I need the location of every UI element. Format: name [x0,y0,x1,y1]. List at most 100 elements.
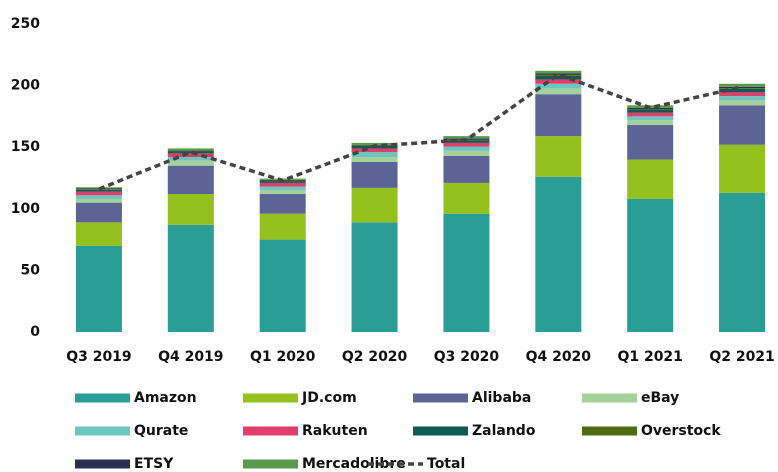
bar-segment [167,194,214,225]
bar-segment [443,182,490,214]
bar-segment [627,159,674,199]
bar-segment [167,150,214,151]
legend-swatch [75,459,130,469]
bar-segment [75,202,122,223]
bar-segment [443,136,490,139]
bar-segment [535,176,582,332]
bar-segment [719,100,766,106]
legend-swatch [413,426,468,436]
legend-swatch [413,393,468,403]
bar-segment [351,157,398,162]
bar-segment [75,189,122,190]
legend-label: Total [427,456,465,472]
legend-label: JD.com [301,390,357,406]
bar-segment [259,194,306,214]
bar-segment [443,150,490,156]
legend-label: ETSY [134,456,174,472]
legend-swatch [243,426,298,436]
x-tick-label: Q1 2020 [250,349,316,365]
bar-segment [75,195,122,199]
legend-label: Zalando [472,423,536,439]
legend-label: Alibaba [472,390,531,406]
legend-swatch [582,426,637,436]
bar-segment [719,86,766,89]
legend-swatch [243,393,298,403]
x-tick-label: Q4 2020 [526,349,592,365]
x-tick-label: Q3 2020 [434,349,500,365]
bar-segment [167,151,214,154]
bar-segment [351,142,398,145]
bar-segment [351,222,398,332]
bar-segment [351,187,398,223]
x-tick-label: Q2 2021 [709,349,774,365]
x-tick-label: Q4 2019 [158,349,223,365]
bar-segment [259,182,306,187]
bar-segment [627,198,674,332]
y-tick-label: 150 [11,139,40,155]
y-tick-label: 0 [30,324,40,340]
legend-label: Qurate [134,423,188,439]
bar-segment [167,150,214,152]
bar-segment [719,88,766,93]
bar-segment [167,157,214,161]
bar-segment [535,73,582,75]
legend-swatch [243,459,298,469]
bar-segment [259,190,306,195]
bar-segment [535,79,582,84]
bar-segment [167,165,214,195]
bar-segment [75,191,122,196]
legend-label: Rakuten [302,423,368,439]
bar-segment [443,213,490,332]
bar-segment [167,224,214,332]
bar-segment [443,142,490,147]
legend-label: Mercadolibre [302,456,406,472]
bar-segment [627,109,674,113]
bar-segment [75,198,122,203]
legend-label: Overstock [641,423,721,439]
bar-segment [75,245,122,332]
bar-segment [719,83,766,87]
bar-segment [443,146,490,151]
y-tick-label: 100 [11,201,40,217]
bar-segment [259,213,306,240]
bar-segment [719,92,766,97]
y-tick-label: 250 [11,16,40,32]
bar-segment [627,116,674,121]
total-line [98,72,743,191]
bar-segment [719,96,766,101]
bar-segment [719,144,766,193]
bar-segment [259,239,306,332]
x-tick-label: Q2 2020 [342,349,408,365]
bar-segment [535,83,582,89]
bar-segment [535,88,582,95]
bar-segment [167,153,214,158]
bar-segment [75,189,122,192]
bar-segment [627,120,674,126]
legend-label: eBay [641,390,679,406]
bar-segment [351,161,398,188]
bar-segment [719,88,766,89]
bar-segment [627,125,674,160]
x-tick-label: Q3 2019 [66,349,131,365]
bar-segment [535,136,582,177]
legend-swatch [75,393,130,403]
bar-segment [443,155,490,183]
y-tick-label: 200 [11,78,40,94]
bar-segment [535,75,582,80]
bar-segment [627,112,674,117]
bar-segment [719,192,766,332]
bar-segment [535,70,582,74]
bar-segment [719,105,766,145]
bar-segment [535,74,582,76]
bar-segment [259,186,306,191]
bar-segment [167,148,214,151]
y-tick-label: 50 [21,262,41,278]
bar-segment [167,160,214,166]
bar-segment [75,222,122,246]
x-tick-label: Q1 2021 [617,349,682,365]
bar-segment [535,94,582,137]
legend-swatch [582,393,637,403]
legend-swatch [75,426,130,436]
bar-segment [351,148,398,153]
